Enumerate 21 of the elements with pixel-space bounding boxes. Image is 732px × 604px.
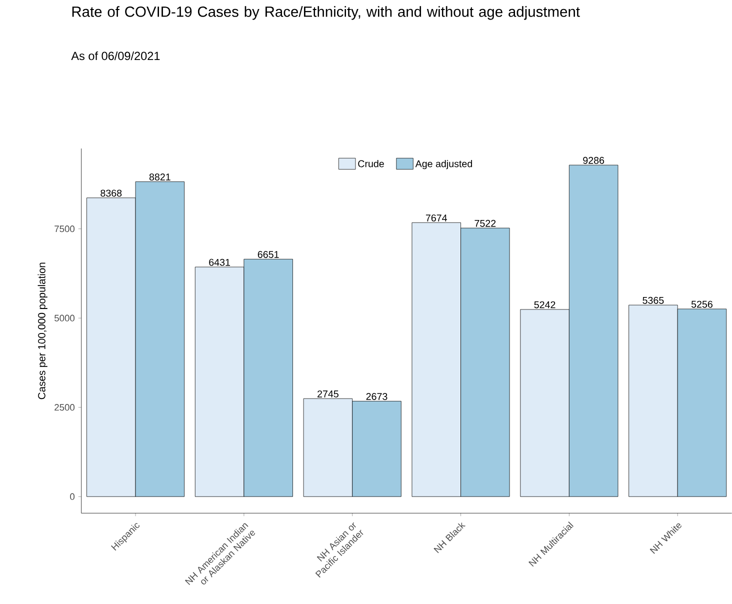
data-label: 7674 [426, 214, 448, 222]
data-label: 8821 [149, 174, 170, 180]
data-label: 9286 [583, 156, 604, 164]
y-axis-title: Cases per 100,000 population [38, 262, 48, 400]
chart-title: Rate of COVID-19 Cases by Race/Ethnicity, with and without age adjustment [72, 6, 580, 20]
y-tick-label: 2500 [54, 404, 75, 411]
legend-label: Age adjusted [415, 160, 472, 170]
y-tick-label: 7500 [54, 226, 75, 232]
data-label: 5365 [642, 296, 664, 304]
data-label: 5256 [691, 300, 712, 308]
y-tick-label: 0 [70, 493, 75, 500]
data-label: 6431 [209, 258, 230, 266]
data-label: 2673 [366, 393, 388, 400]
data-label: 6651 [258, 251, 279, 258]
y-tick-label: 5000 [54, 314, 75, 322]
data-label: 5242 [534, 301, 556, 308]
data-label: 8368 [100, 190, 122, 197]
data-label: 2745 [318, 390, 338, 398]
data-label: 7522 [474, 220, 496, 227]
chart-subtitle: As of 06/09/2021 [71, 51, 160, 60]
legend-label: Crude [358, 160, 384, 168]
